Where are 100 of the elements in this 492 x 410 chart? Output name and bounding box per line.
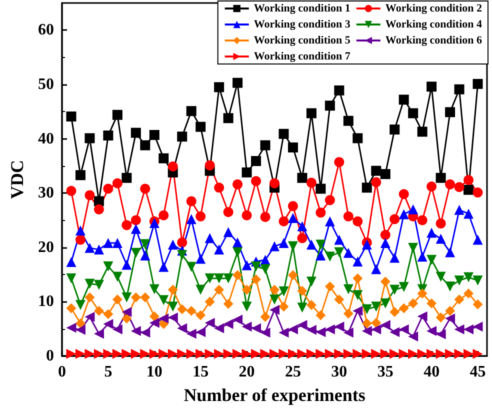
point xyxy=(380,169,390,180)
legend-label: Working condition 1 xyxy=(254,2,350,14)
point xyxy=(426,228,437,238)
point xyxy=(316,184,326,194)
point xyxy=(417,348,428,359)
point xyxy=(260,328,270,338)
point xyxy=(168,302,178,312)
point xyxy=(288,213,298,224)
point xyxy=(140,239,150,250)
point xyxy=(464,175,474,186)
point xyxy=(343,284,354,294)
point xyxy=(334,294,344,305)
point xyxy=(316,240,326,250)
point xyxy=(278,238,289,248)
point xyxy=(186,306,196,316)
point xyxy=(84,312,95,322)
point xyxy=(426,254,437,265)
point xyxy=(214,273,224,284)
y-tick-label: 50 xyxy=(38,76,54,93)
point xyxy=(454,182,464,192)
point xyxy=(130,326,141,336)
point xyxy=(398,303,409,314)
point xyxy=(242,210,252,220)
point xyxy=(472,188,483,198)
point xyxy=(472,276,483,286)
point xyxy=(66,112,76,122)
point xyxy=(408,348,418,359)
point xyxy=(140,292,150,302)
x-axis-title: Number of experiments xyxy=(184,385,366,405)
point xyxy=(242,322,252,332)
point xyxy=(112,324,122,334)
point xyxy=(445,247,456,258)
point xyxy=(371,348,382,359)
point xyxy=(426,326,437,336)
point xyxy=(196,254,206,264)
point xyxy=(168,161,178,172)
point xyxy=(306,108,316,118)
point xyxy=(140,328,150,338)
x-tick-label: 40 xyxy=(424,364,440,380)
point xyxy=(66,257,76,268)
point xyxy=(297,348,308,359)
point xyxy=(343,211,354,222)
point xyxy=(122,260,132,270)
point xyxy=(232,78,243,88)
point xyxy=(232,270,243,280)
point xyxy=(214,284,224,295)
point xyxy=(380,298,390,308)
x-tick-label: 35 xyxy=(377,364,394,380)
point xyxy=(352,306,363,316)
point xyxy=(158,295,169,306)
point xyxy=(270,284,280,295)
point xyxy=(324,324,335,334)
point xyxy=(168,284,178,295)
point xyxy=(297,302,308,313)
point xyxy=(288,348,298,359)
point xyxy=(204,348,215,359)
point xyxy=(324,348,335,359)
point xyxy=(426,82,437,92)
point xyxy=(288,270,298,280)
point xyxy=(445,348,456,359)
point xyxy=(306,324,316,335)
point xyxy=(75,324,86,335)
point xyxy=(362,304,372,314)
legend-label: Working condition 5 xyxy=(254,34,351,46)
point xyxy=(398,189,409,200)
point xyxy=(140,250,150,261)
point xyxy=(130,248,141,258)
y-tick-label: 0 xyxy=(46,348,54,364)
point xyxy=(436,329,446,340)
point xyxy=(324,281,335,292)
point xyxy=(140,140,150,150)
point xyxy=(316,310,326,320)
point xyxy=(270,241,280,252)
point xyxy=(278,302,289,312)
point xyxy=(84,242,95,253)
point xyxy=(122,220,132,230)
point xyxy=(196,122,206,132)
x-tick-label: 15 xyxy=(192,364,209,380)
point xyxy=(186,214,196,224)
point xyxy=(343,308,354,319)
point xyxy=(251,323,262,334)
point xyxy=(75,226,86,236)
point xyxy=(94,280,104,290)
point xyxy=(426,182,437,192)
point xyxy=(408,298,418,308)
point xyxy=(223,298,234,309)
point xyxy=(196,211,206,222)
point xyxy=(417,311,428,322)
point xyxy=(186,348,196,359)
point xyxy=(84,190,95,200)
point xyxy=(398,348,409,359)
point xyxy=(214,82,224,92)
point xyxy=(362,326,372,336)
point xyxy=(214,323,224,334)
point xyxy=(436,234,446,244)
point xyxy=(84,292,95,302)
point xyxy=(288,142,298,152)
point xyxy=(242,284,252,295)
point xyxy=(122,307,132,318)
point xyxy=(288,201,298,212)
